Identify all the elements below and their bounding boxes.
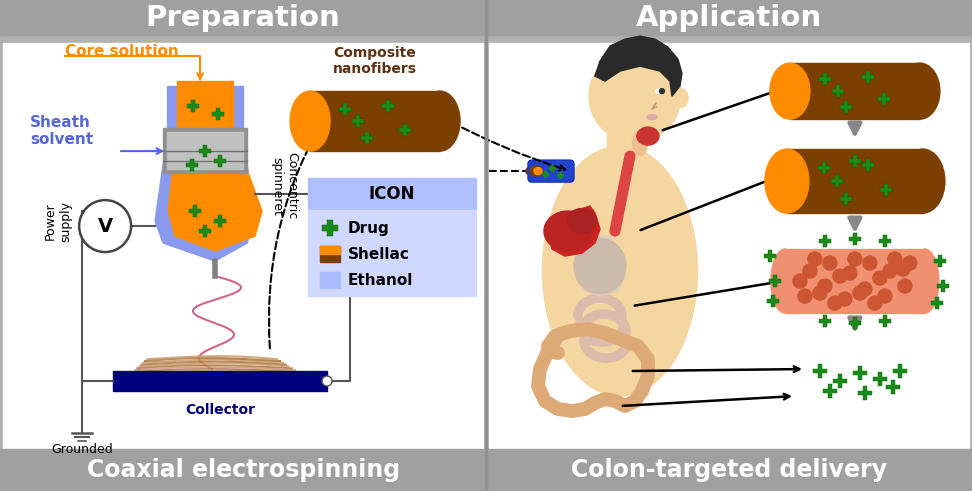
Bar <box>320 246 340 254</box>
Polygon shape <box>595 36 682 96</box>
Text: Drug: Drug <box>348 220 390 236</box>
Ellipse shape <box>770 63 810 119</box>
Bar <box>790 63 920 119</box>
Bar <box>320 272 340 288</box>
FancyBboxPatch shape <box>528 160 574 182</box>
Bar <box>113 371 327 391</box>
Ellipse shape <box>676 89 688 107</box>
Circle shape <box>798 289 812 303</box>
Ellipse shape <box>544 211 592 251</box>
Polygon shape <box>548 206 600 256</box>
Ellipse shape <box>656 88 664 94</box>
Polygon shape <box>578 236 625 296</box>
Circle shape <box>813 286 827 300</box>
Polygon shape <box>156 136 255 261</box>
Circle shape <box>858 282 872 296</box>
Circle shape <box>833 269 847 283</box>
Bar <box>308 178 476 210</box>
Ellipse shape <box>526 167 534 175</box>
Circle shape <box>878 289 892 303</box>
Circle shape <box>903 256 917 270</box>
Text: ICON: ICON <box>368 185 415 203</box>
Circle shape <box>883 264 897 278</box>
Bar <box>607 126 637 166</box>
Ellipse shape <box>900 63 940 119</box>
Text: Coaxial electrospinning: Coaxial electrospinning <box>87 458 399 482</box>
Circle shape <box>659 88 665 94</box>
Ellipse shape <box>901 149 945 213</box>
Text: V: V <box>97 217 113 236</box>
Circle shape <box>873 271 886 285</box>
Ellipse shape <box>911 249 939 313</box>
Circle shape <box>848 252 862 266</box>
Text: Ethanol: Ethanol <box>348 273 413 288</box>
Bar <box>167 86 243 136</box>
Circle shape <box>808 252 822 266</box>
Ellipse shape <box>534 167 542 175</box>
Bar <box>3 43 483 449</box>
Text: Preparation: Preparation <box>146 4 340 32</box>
Circle shape <box>887 252 902 266</box>
Bar <box>308 210 476 296</box>
Bar <box>163 128 247 173</box>
Ellipse shape <box>420 91 460 151</box>
Bar <box>177 81 233 131</box>
Circle shape <box>868 296 882 310</box>
Bar <box>785 249 925 313</box>
Circle shape <box>817 279 832 293</box>
Ellipse shape <box>637 127 659 145</box>
Text: Application: Application <box>636 4 822 32</box>
Bar <box>486 0 972 35</box>
Text: Collector: Collector <box>185 403 255 417</box>
Circle shape <box>843 266 857 280</box>
Text: Concentric
spinneret: Concentric spinneret <box>270 152 298 220</box>
Circle shape <box>898 279 912 293</box>
Ellipse shape <box>765 149 809 213</box>
Ellipse shape <box>633 131 647 156</box>
Text: Composite
nanofibers: Composite nanofibers <box>333 46 417 76</box>
Bar <box>489 43 969 449</box>
Circle shape <box>322 376 332 386</box>
Circle shape <box>589 50 681 142</box>
Circle shape <box>793 274 807 288</box>
Ellipse shape <box>567 209 597 234</box>
Ellipse shape <box>647 114 657 120</box>
Text: Colon-targeted delivery: Colon-targeted delivery <box>571 458 886 482</box>
Circle shape <box>823 256 837 270</box>
Bar <box>0 0 486 35</box>
Polygon shape <box>168 131 262 251</box>
Bar <box>0 449 486 491</box>
Circle shape <box>803 264 816 278</box>
Bar <box>167 132 243 169</box>
Circle shape <box>896 262 910 276</box>
Text: Shellac: Shellac <box>348 246 410 262</box>
Bar <box>486 449 972 491</box>
Text: Core solution: Core solution <box>65 44 179 58</box>
Circle shape <box>79 200 131 252</box>
Ellipse shape <box>771 249 799 313</box>
Ellipse shape <box>530 166 542 176</box>
Text: Grounded: Grounded <box>52 443 113 456</box>
Ellipse shape <box>574 239 626 294</box>
Circle shape <box>828 296 842 310</box>
Bar <box>310 91 440 151</box>
Ellipse shape <box>542 146 698 396</box>
Bar <box>787 149 922 213</box>
Bar <box>320 246 340 262</box>
Text: Sheath
solvent: Sheath solvent <box>30 115 93 147</box>
Text: Power
supply: Power supply <box>44 201 72 242</box>
Circle shape <box>838 292 851 306</box>
Ellipse shape <box>290 91 330 151</box>
Circle shape <box>863 256 877 270</box>
Circle shape <box>852 286 867 300</box>
